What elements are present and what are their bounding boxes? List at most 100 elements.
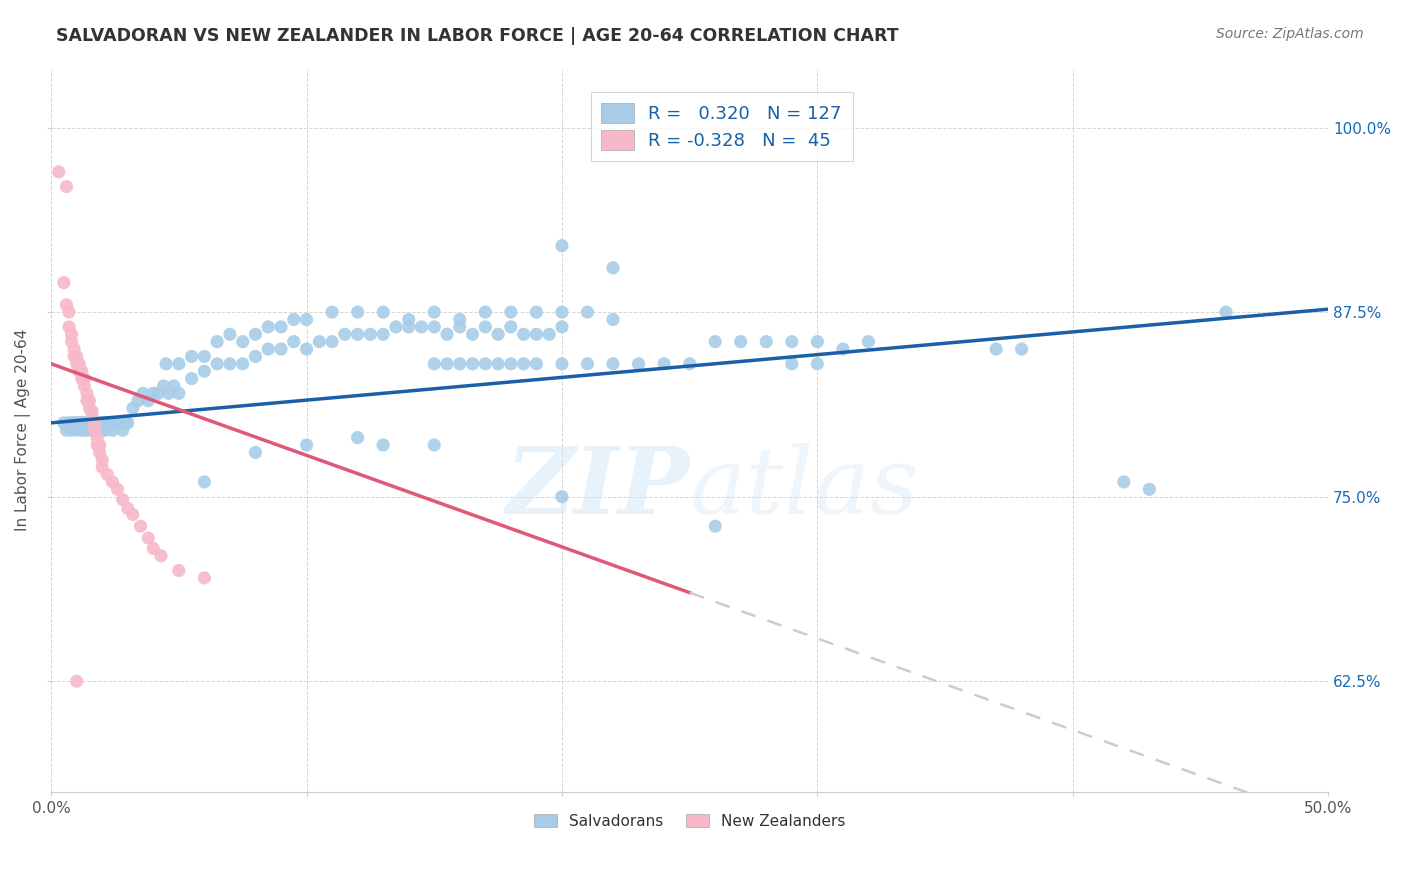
Point [107, 416, 129, 430]
Point [73, 416, 96, 430]
Point [526, 327, 548, 342]
Point [132, 386, 155, 401]
Point [346, 327, 368, 342]
Point [111, 492, 134, 507]
Point [602, 260, 624, 275]
Point [193, 364, 215, 378]
Point [474, 305, 496, 319]
Point [474, 792, 496, 806]
Point [602, 312, 624, 326]
Point [602, 357, 624, 371]
Point [101, 423, 124, 437]
Point [333, 327, 356, 342]
Point [163, 379, 186, 393]
Point [152, 379, 174, 393]
Point [193, 475, 215, 489]
Text: Source: ZipAtlas.com: Source: ZipAtlas.com [1216, 27, 1364, 41]
Point [121, 508, 143, 522]
Point [66, 423, 89, 437]
Point [52, 416, 75, 430]
Point [576, 357, 599, 371]
Point [551, 357, 574, 371]
Point [551, 238, 574, 252]
Point [167, 357, 190, 371]
Point [91, 416, 114, 430]
Point [48, 165, 70, 179]
Point [321, 305, 343, 319]
Point [55, 423, 77, 437]
Point [70, 371, 93, 385]
Point [1112, 475, 1135, 489]
Point [245, 327, 267, 342]
Point [551, 305, 574, 319]
Point [984, 342, 1007, 356]
Point [576, 305, 599, 319]
Point [86, 431, 108, 445]
Point [89, 438, 111, 452]
Point [538, 327, 561, 342]
Point [58, 416, 80, 430]
Point [76, 423, 98, 437]
Point [60, 327, 83, 342]
Point [257, 342, 280, 356]
Point [86, 416, 108, 430]
Point [55, 179, 77, 194]
Point [755, 334, 778, 349]
Point [63, 416, 86, 430]
Point [180, 371, 202, 385]
Point [70, 423, 93, 437]
Point [512, 327, 534, 342]
Point [80, 404, 103, 418]
Point [423, 319, 446, 334]
Point [423, 438, 446, 452]
Point [98, 416, 121, 430]
Point [55, 298, 77, 312]
Point [474, 357, 496, 371]
Point [295, 312, 318, 326]
Point [66, 674, 89, 689]
Point [60, 334, 83, 349]
Point [136, 531, 159, 545]
Point [499, 319, 522, 334]
Point [91, 423, 114, 437]
Point [80, 409, 103, 423]
Point [295, 342, 318, 356]
Point [526, 357, 548, 371]
Point [52, 276, 75, 290]
Point [67, 357, 90, 371]
Point [91, 460, 114, 475]
Point [219, 357, 242, 371]
Point [66, 416, 89, 430]
Point [321, 334, 343, 349]
Point [385, 319, 408, 334]
Text: ZIP: ZIP [505, 443, 689, 533]
Point [73, 379, 96, 393]
Point [780, 334, 803, 349]
Point [79, 416, 101, 430]
Point [58, 319, 80, 334]
Point [67, 416, 90, 430]
Point [167, 386, 190, 401]
Point [167, 564, 190, 578]
Point [245, 445, 267, 459]
Point [83, 416, 105, 430]
Point [1137, 483, 1160, 497]
Point [89, 416, 111, 430]
Point [1011, 342, 1033, 356]
Y-axis label: In Labor Force | Age 20-64: In Labor Force | Age 20-64 [15, 329, 31, 532]
Point [80, 423, 103, 437]
Point [346, 305, 368, 319]
Point [436, 357, 458, 371]
Point [60, 416, 83, 430]
Point [423, 305, 446, 319]
Point [89, 423, 111, 437]
Point [474, 319, 496, 334]
Point [499, 305, 522, 319]
Point [76, 416, 98, 430]
Point [121, 401, 143, 416]
Point [107, 483, 129, 497]
Point [359, 327, 381, 342]
Point [73, 371, 96, 385]
Point [205, 357, 228, 371]
Point [63, 342, 86, 356]
